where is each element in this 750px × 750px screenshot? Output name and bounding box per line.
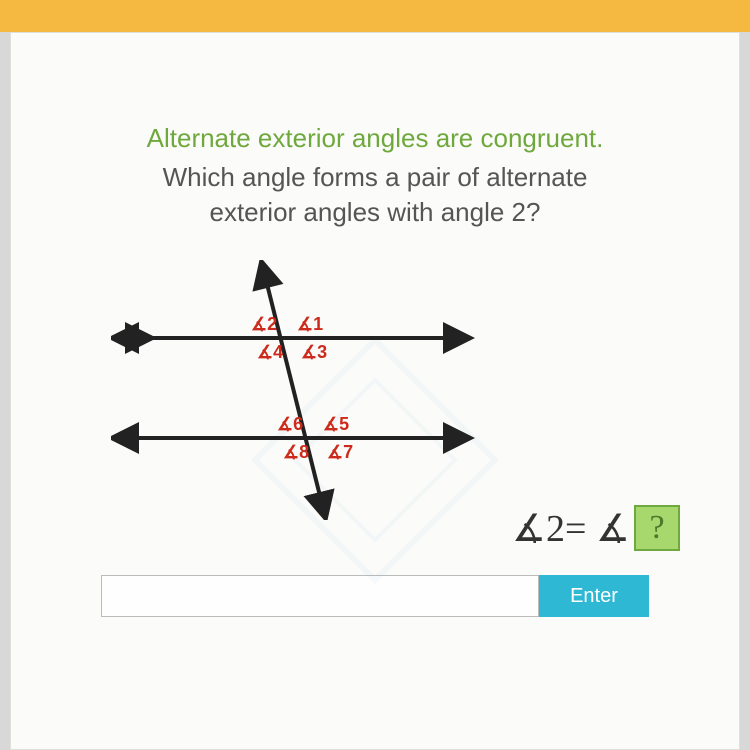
subtitle-line-1: Which angle forms a pair of alternate — [163, 162, 588, 192]
equation-eq: = ∡ — [565, 506, 630, 551]
subtitle-line-2: exterior angles with angle 2? — [210, 197, 541, 227]
content-page: Alternate exterior angles are congruent.… — [10, 32, 740, 750]
svg-text:∡6: ∡6 — [277, 414, 303, 434]
svg-text:∡8: ∡8 — [283, 442, 309, 462]
answer-box[interactable]: ? — [634, 505, 680, 551]
answer-input[interactable] — [101, 575, 539, 617]
equation-text: ∡2 = ∡ ? — [512, 505, 680, 551]
equation-lhs: ∡2 — [512, 506, 565, 551]
svg-text:∡1: ∡1 — [297, 314, 323, 334]
enter-button[interactable]: Enter — [539, 575, 649, 617]
top-bar — [0, 0, 750, 32]
svg-text:∡7: ∡7 — [327, 442, 353, 462]
title-text: Alternate exterior angles are congruent. — [51, 123, 699, 154]
angles-diagram: ∡2 ∡1 ∡4 ∡3 ∡6 ∡5 ∡8 ∡7 — [111, 260, 491, 520]
svg-text:∡4: ∡4 — [257, 342, 283, 362]
svg-text:∡3: ∡3 — [301, 342, 327, 362]
input-row: Enter — [101, 575, 649, 617]
svg-text:∡5: ∡5 — [323, 414, 349, 434]
subtitle-text: Which angle forms a pair of alternate ex… — [51, 160, 699, 230]
svg-text:∡2: ∡2 — [251, 314, 277, 334]
